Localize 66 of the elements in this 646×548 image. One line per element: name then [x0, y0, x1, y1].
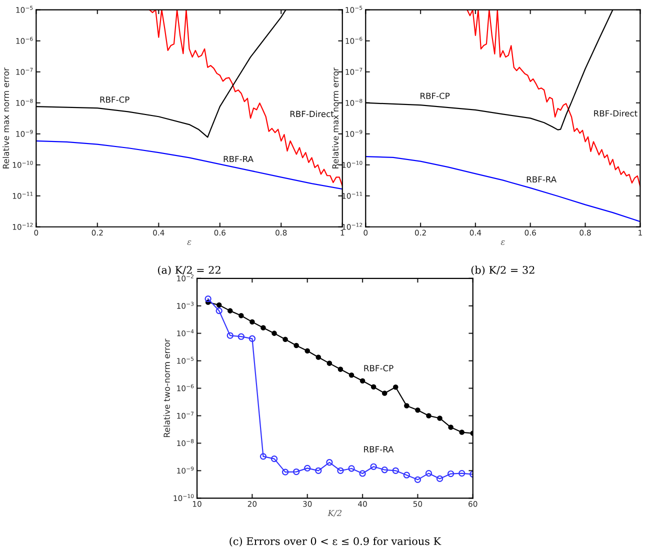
line-series: [366, 156, 640, 222]
point: [348, 372, 354, 378]
text: RBF-Direct: [290, 110, 334, 118]
point: [426, 413, 432, 418]
point: [304, 464, 311, 472]
point: [370, 384, 376, 390]
point: [294, 342, 299, 348]
point: [404, 403, 410, 408]
point: [272, 330, 277, 336]
point: [382, 390, 388, 396]
point: [248, 335, 256, 342]
x-axis-title: ε: [187, 240, 192, 245]
point: [227, 308, 233, 314]
point: [260, 453, 267, 460]
point: [348, 465, 355, 472]
x-axis-title: K/2: [328, 510, 342, 517]
point: [204, 296, 212, 302]
point: [238, 333, 244, 340]
point: [282, 336, 288, 342]
point: [326, 360, 332, 366]
point: [393, 384, 398, 390]
point: [270, 455, 278, 462]
text: (b) K/2 = 32: [471, 266, 534, 276]
series-label: RBF-CP: [420, 92, 450, 100]
point: [403, 472, 410, 478]
y-axis-title: Relative two-norm error: [163, 338, 170, 438]
text: RBF-Direct: [594, 110, 638, 117]
point: [337, 467, 344, 474]
point: [260, 325, 266, 330]
point: [338, 366, 344, 372]
series-label: RBF-CP: [364, 365, 394, 372]
text: (a) K/2 = 22: [158, 266, 220, 276]
x-axis-title: ε: [500, 240, 505, 245]
point: [326, 459, 333, 466]
point: [250, 319, 255, 325]
point: [359, 470, 366, 477]
point: [448, 424, 454, 430]
line-series: [466, 10, 640, 188]
point: [293, 468, 300, 476]
point: [447, 470, 454, 478]
point: [437, 416, 442, 421]
point: [458, 470, 466, 477]
series-label: RBF-CP: [100, 96, 130, 103]
point: [304, 348, 310, 354]
point: [216, 302, 222, 308]
point: [316, 354, 322, 360]
point: [360, 378, 366, 384]
point: [415, 407, 420, 413]
point: [282, 468, 289, 476]
point: [370, 463, 377, 470]
point: [381, 466, 388, 474]
series-label: RBF-RA: [224, 156, 254, 162]
point: [226, 332, 234, 339]
series-label: RBF-RA: [526, 176, 557, 182]
point: [216, 307, 222, 314]
point: [425, 470, 432, 477]
line-series: [148, 10, 342, 186]
point: [436, 475, 444, 482]
point: [459, 430, 464, 435]
point: [414, 476, 422, 484]
point: [392, 467, 399, 474]
point: [238, 313, 244, 318]
point: [315, 467, 322, 474]
text: (c) Errors over 0 < ε ≤ 0.9 for various K: [230, 537, 442, 547]
series-label: RBF-RA: [364, 446, 394, 452]
y-axis-title: Relative max norm error: [2, 68, 10, 168]
